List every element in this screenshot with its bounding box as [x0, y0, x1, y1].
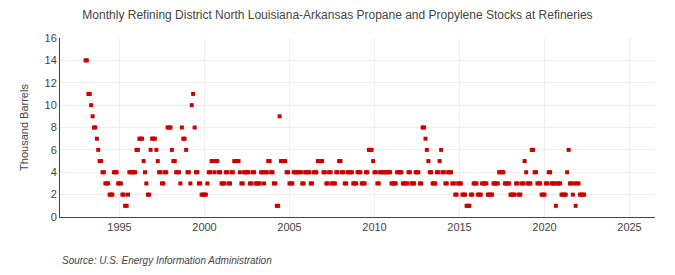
svg-text:2015: 2015 [447, 221, 471, 233]
svg-text:6: 6 [51, 144, 57, 156]
svg-text:Source: U.S. Energy Informatio: Source: U.S. Energy Information Administ… [62, 255, 272, 266]
svg-text:2000: 2000 [192, 221, 216, 233]
svg-text:12: 12 [45, 77, 57, 89]
svg-text:2: 2 [51, 188, 57, 200]
svg-text:2010: 2010 [362, 221, 386, 233]
svg-text:2020: 2020 [532, 221, 556, 233]
svg-text:2025: 2025 [617, 221, 641, 233]
svg-text:10: 10 [45, 99, 57, 111]
svg-text:1995: 1995 [107, 221, 131, 233]
svg-text:Monthly Refining District Nort: Monthly Refining District North Louisian… [82, 8, 592, 22]
svg-text:14: 14 [45, 54, 57, 66]
svg-text:16: 16 [45, 32, 57, 44]
svg-text:8: 8 [51, 121, 57, 133]
svg-text:2005: 2005 [277, 221, 301, 233]
svg-text:4: 4 [51, 166, 57, 178]
svg-text:0: 0 [51, 211, 57, 223]
svg-text:Thousand Barrels: Thousand Barrels [18, 84, 30, 171]
